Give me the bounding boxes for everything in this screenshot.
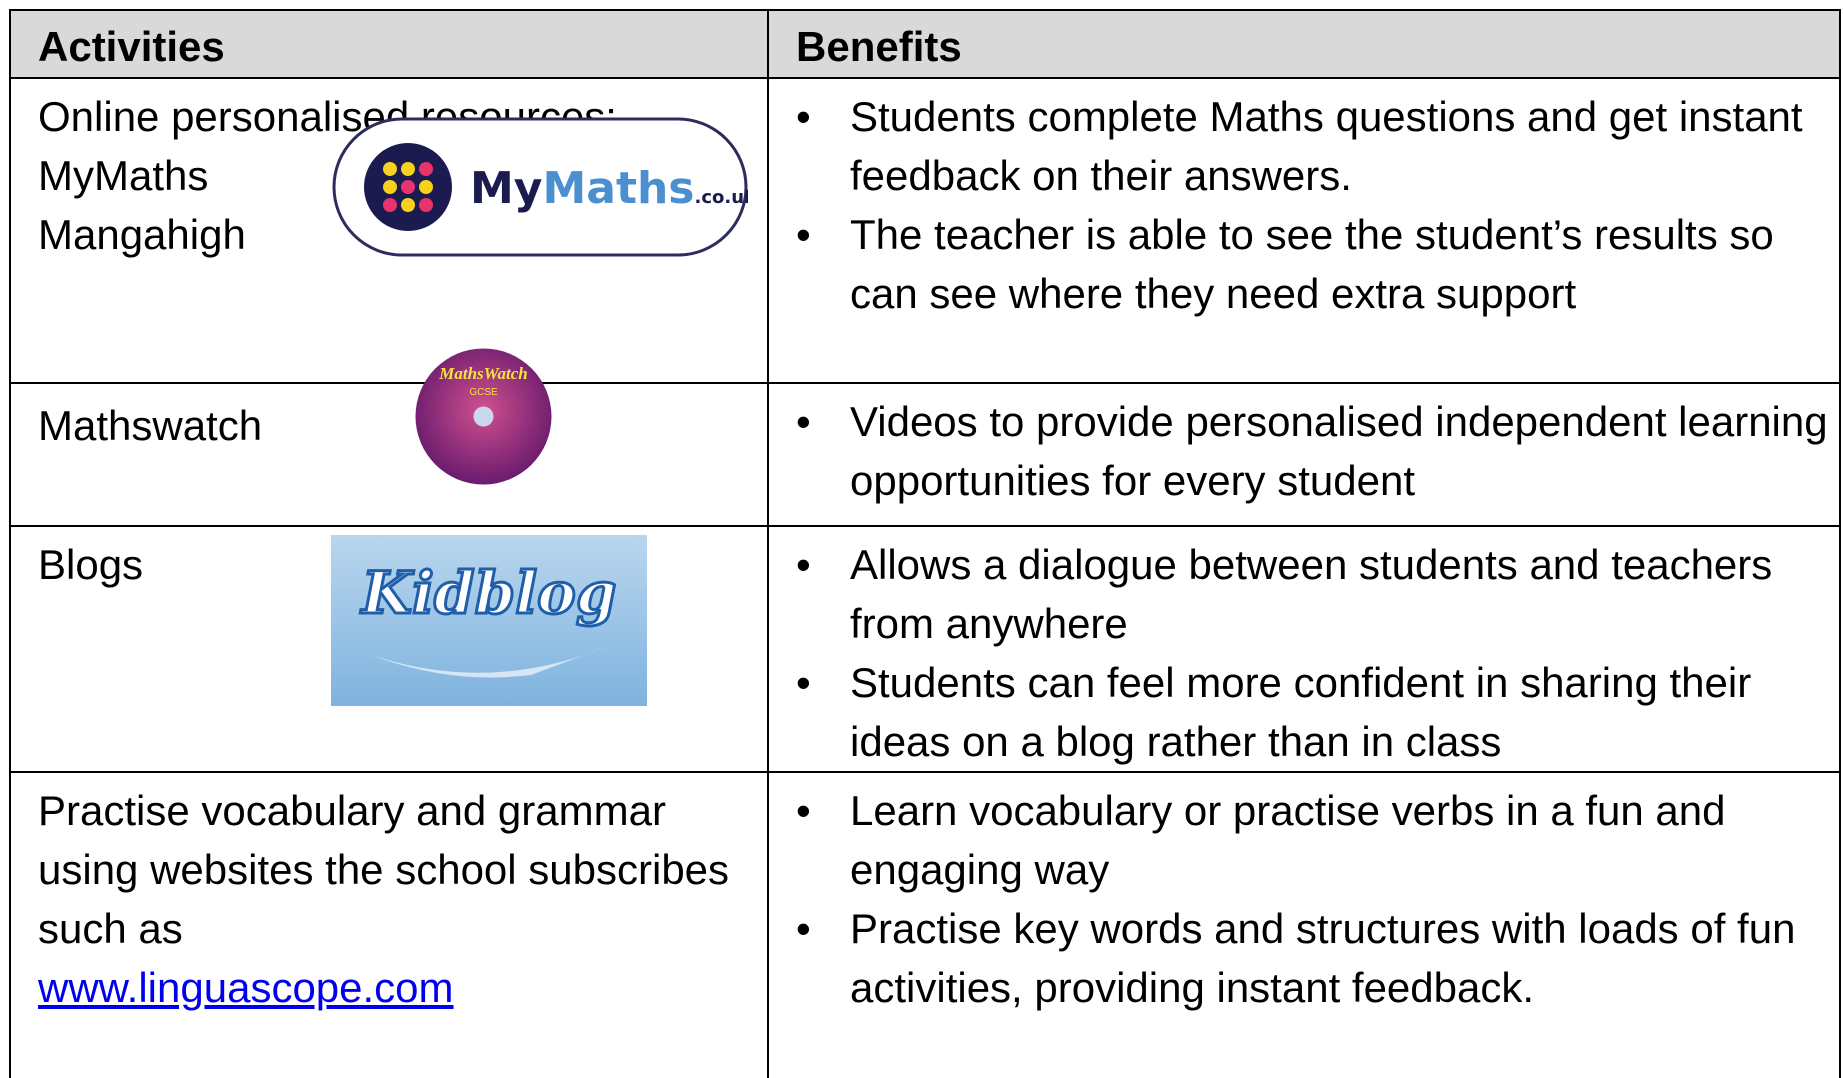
activity-text: Mangahigh [38, 211, 246, 258]
header-cell: Activities [9, 9, 769, 79]
row: Blogs Allows a dialogue between students… [9, 525, 1841, 773]
benefit: Students complete Maths questions and ge… [796, 87, 1829, 205]
logo-text: Kidblog [360, 559, 617, 627]
row: Mathswatch Videos to provide personalise… [9, 382, 1841, 527]
benefit: Learn vocabulary or practise verbs in a … [796, 781, 1829, 899]
website-link[interactable]: www.linguascope.com [38, 964, 454, 1011]
benefit: Videos to provide personalised independe… [796, 392, 1829, 510]
logo-frame [332, 117, 748, 257]
benefit: Students can feel more confident in shar… [796, 653, 1829, 771]
mathswatch-disc: MathsWatch GCSE [415, 348, 552, 485]
header-cell: Benefits [767, 9, 1841, 79]
kidblog-logo: Kidblog [331, 535, 647, 706]
benefit: Practise key words and structures with l… [796, 899, 1829, 1017]
activity-cell: Practise vocabulary and grammar using we… [9, 771, 769, 1078]
benefits-cell: Allows a dialogue between students and t… [767, 525, 1841, 773]
header-row: Activities Benefits [9, 9, 1841, 79]
activity-text: Blogs [38, 541, 144, 588]
activity-text: MyMaths [38, 152, 209, 199]
disc-hole [473, 406, 494, 427]
logo-text-domain: .co.uk [695, 187, 749, 208]
benefits-cell: Videos to provide personalised independe… [767, 382, 1841, 527]
logo-dots [383, 162, 433, 212]
benefit: Allows a dialogue between students and t… [796, 535, 1829, 653]
disc-title: MathsWatch [438, 364, 528, 383]
row: Online personalised resources: MyMaths M… [9, 77, 1841, 384]
logo-text-my: My [470, 163, 542, 214]
logo-text-maths: Maths [542, 163, 694, 214]
activity-text: Practise vocabulary and grammar using we… [38, 787, 730, 952]
benefits-cell: Learn vocabulary or practise verbs in a … [767, 771, 1841, 1078]
logo-text: MyMaths.co.uk [470, 163, 748, 214]
activities-table: Activities Benefits Online personalised … [9, 9, 1841, 1078]
paper-plane [371, 645, 611, 678]
disc-subtitle: GCSE [469, 387, 498, 398]
activity-cell: Mathswatch [9, 382, 769, 527]
logo-background [331, 535, 647, 706]
benefits-cell: Students complete Maths questions and ge… [767, 77, 1841, 384]
row: Practise vocabulary and grammar using we… [9, 771, 1841, 1078]
activity-text: Mathswatch [38, 402, 263, 449]
mymaths-logo: MyMaths.co.uk [332, 117, 748, 257]
benefit: The teacher is able to see the student’s… [796, 205, 1829, 323]
